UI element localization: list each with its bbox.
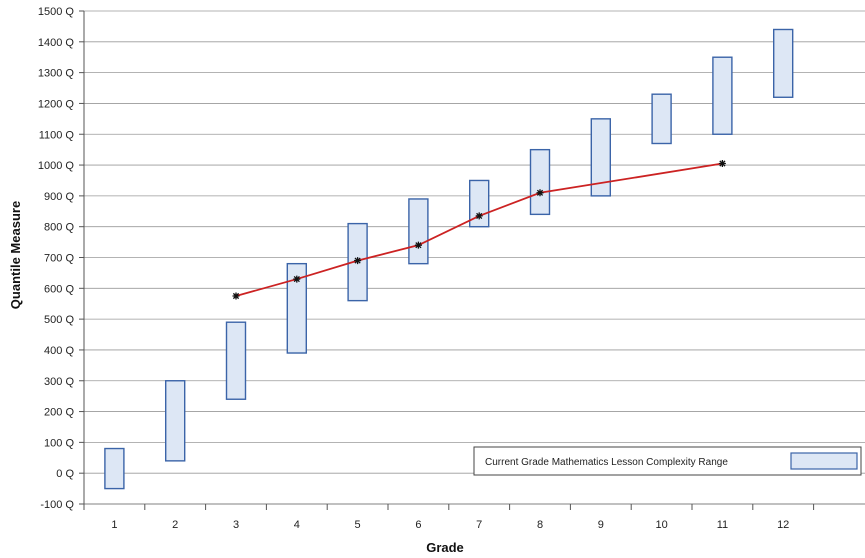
y-tick-label: 400 Q bbox=[44, 345, 74, 357]
y-tick-label: 1100 Q bbox=[39, 129, 75, 141]
y-tick-label: 0 Q bbox=[56, 468, 74, 480]
y-axis: -100 Q 0 Q 100 Q 200 Q 300 Q 400 Q 500 Q 600 Q 7… bbox=[38, 6, 75, 511]
y-tick-label: 800 Q bbox=[44, 222, 74, 234]
x-tick-label: 12 bbox=[777, 519, 789, 531]
legend-swatch bbox=[790, 452, 858, 470]
x-tick-label: 8 bbox=[537, 519, 543, 531]
legend: Current Grade Mathematics Lesson Complex… bbox=[473, 446, 862, 476]
range-bar bbox=[712, 56, 733, 135]
star-marker bbox=[414, 241, 422, 249]
x-tick-label: 7 bbox=[476, 519, 482, 531]
star-marker bbox=[232, 292, 240, 300]
y-tick-label: 1500 Q bbox=[38, 6, 75, 18]
x-axis-title: Grade bbox=[426, 540, 464, 555]
range-bar bbox=[590, 118, 611, 197]
y-tick-label: 500 Q bbox=[44, 314, 74, 326]
x-tick-label: 4 bbox=[294, 519, 300, 531]
range-bar bbox=[408, 198, 429, 265]
y-tick-label: 900 Q bbox=[44, 191, 74, 203]
range-bar bbox=[469, 179, 490, 228]
range-bars bbox=[104, 28, 794, 490]
y-tick-label: 1000 Q bbox=[38, 160, 75, 172]
legend-label: Current Grade Mathematics Lesson Complex… bbox=[485, 457, 728, 468]
range-bar bbox=[651, 93, 672, 145]
x-tick-label: 3 bbox=[233, 519, 239, 531]
y-tick-label: 1200 Q bbox=[38, 98, 75, 110]
y-tick-label: -100 Q bbox=[40, 499, 74, 511]
range-bar bbox=[104, 447, 125, 490]
x-tick-label: 6 bbox=[415, 519, 421, 531]
y-tick-label: 200 Q bbox=[44, 407, 74, 419]
grid bbox=[79, 10, 865, 505]
range-bar bbox=[225, 321, 247, 400]
star-marker bbox=[475, 212, 483, 220]
x-tick-label: 1 bbox=[111, 519, 117, 531]
x-axis: 1 2 3 4 5 6 7 8 9 10 11 12 bbox=[83, 504, 815, 531]
range-bar bbox=[529, 148, 551, 216]
y-tick-label: 600 Q bbox=[44, 283, 74, 295]
y-tick-label: 700 Q bbox=[44, 253, 74, 265]
range-bar bbox=[164, 380, 186, 462]
y-tick-label: 300 Q bbox=[44, 376, 74, 388]
star-marker bbox=[536, 189, 544, 197]
x-tick-label: 10 bbox=[655, 519, 667, 531]
x-tick-label: 11 bbox=[717, 519, 728, 531]
x-tick-label: 9 bbox=[598, 519, 604, 531]
range-bar bbox=[773, 28, 794, 98]
x-tick-label: 5 bbox=[355, 519, 361, 531]
star-marker bbox=[354, 257, 362, 265]
trend-line bbox=[232, 160, 726, 300]
star-marker bbox=[293, 275, 301, 283]
y-tick-label: 100 Q bbox=[44, 437, 74, 449]
y-axis-title: Quantile Measure bbox=[8, 201, 23, 309]
star-marker bbox=[718, 160, 726, 168]
y-tick-label: 1300 Q bbox=[38, 68, 75, 80]
y-tick-label: 1400 Q bbox=[38, 37, 75, 49]
x-tick-label: 2 bbox=[172, 519, 178, 531]
range-bar bbox=[286, 262, 307, 354]
